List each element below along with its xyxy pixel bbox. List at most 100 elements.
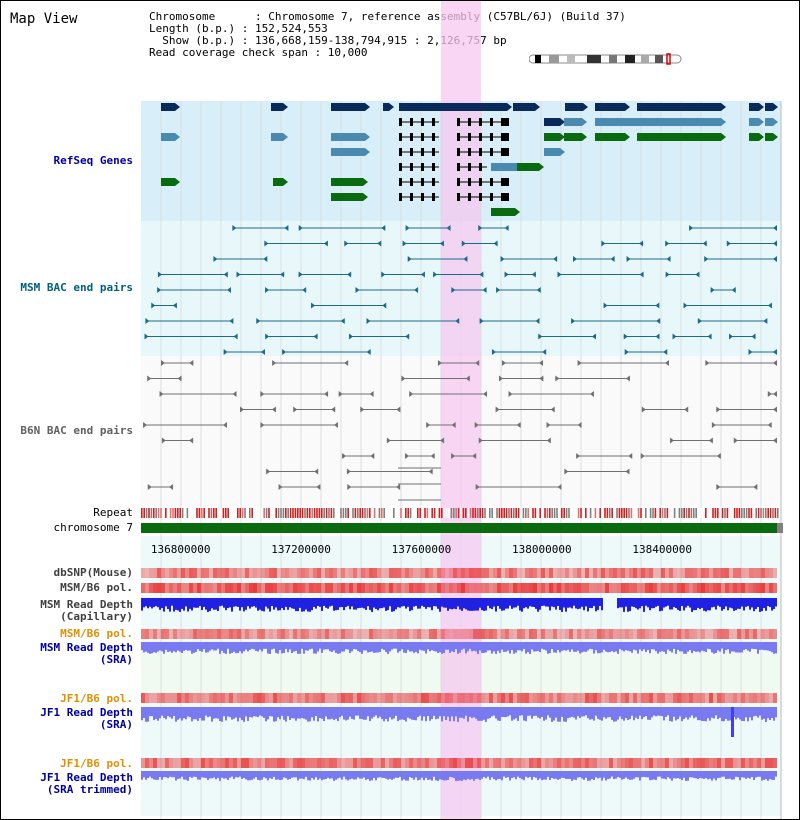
polymorphism-cell [269,758,273,768]
depth-bar [323,771,325,780]
bac-end-marker [260,349,265,355]
refseq-gene [765,118,773,126]
polymorphism-cell [373,629,377,639]
polymorphism-cell [721,583,725,593]
depth-bar [471,642,473,652]
depth-bar [595,707,597,716]
depth-bar [165,771,167,778]
depth-bar [569,598,571,608]
depth-bar [761,598,763,612]
polymorphism-cell [161,758,165,768]
depth-bar [379,707,381,717]
depth-bar [219,598,221,607]
polymorphism-cell [605,629,609,639]
depth-bar [187,642,189,651]
polymorphism-cell [253,568,257,578]
depth-bar [371,642,373,652]
refseq-gene [544,133,560,141]
polymorphism-cell [609,629,613,639]
polymorphism-cell [709,629,713,639]
polymorphism-cell [285,568,289,578]
depth-bar [541,598,543,607]
chromosome-ideogram[interactable] [529,53,689,67]
depth-bar [233,771,235,780]
depth-bar [527,642,529,653]
depth-bar [711,771,713,781]
repeat-mark [666,508,669,518]
depth-bar [519,642,521,651]
track-label-repeat: Repeat [93,506,133,519]
polymorphism-cell [425,583,429,593]
depth-bar [609,771,611,779]
polymorphism-cell [541,693,545,703]
depth-bar [473,642,475,651]
bac-end-marker [773,240,777,247]
depth-bar [245,598,247,610]
depth-bar [255,771,257,778]
polymorphism-cell [689,568,693,578]
depth-bar [715,707,717,716]
bac-end-marker [555,375,560,382]
depth-bar [309,642,311,650]
depth-bar [739,707,741,720]
polymorphism-cell [665,568,669,578]
depth-bar [477,598,479,611]
depth-bar [717,642,719,651]
repeat-mark [201,508,203,518]
polymorphism-cell [553,583,557,593]
depth-bar [285,642,287,649]
gene-exon [399,133,402,141]
polymorphism-cell [421,583,425,593]
repeat-mark [755,508,757,518]
depth-bar [589,598,591,608]
polymorphism-cell [421,568,425,578]
depth-bar [707,598,709,611]
polymorphism-cell [645,629,649,639]
repeat-mark [462,508,465,518]
polymorphism-cell [457,629,461,639]
polymorphism-cell [737,583,741,593]
polymorphism-cell [757,568,761,578]
bac-end-marker [557,271,562,278]
depth-bar [505,707,507,718]
depth-bar [683,707,685,720]
polymorphism-cell [445,758,449,768]
gene-exon [468,118,471,126]
depth-bar [363,707,365,720]
repeat-mark [258,508,261,518]
depth-bar [567,598,569,608]
polymorphism-cell [657,758,661,768]
depth-bar [577,771,579,778]
repeat-mark [328,508,330,518]
depth-bar [447,707,449,717]
repeat-mark [249,508,251,518]
depth-bar [623,642,625,652]
depth-bar [377,642,379,653]
polymorphism-cell [773,758,777,768]
depth-bar [171,642,173,653]
depth-bar [339,642,341,654]
polymorphism-cell [381,758,385,768]
depth-bar [657,771,659,777]
polymorphism-cell [685,758,689,768]
polymorphism-cell [349,568,353,578]
polymorphism-cell [549,693,553,703]
depth-bar [211,707,213,722]
depth-bar [193,598,195,608]
polymorphism-cell [441,758,445,768]
polymorphism-cell [337,568,341,578]
polymorphism-cell [317,629,321,639]
depth-bar [621,707,623,720]
depth-bar [437,598,439,609]
polymorphism-cell [441,568,445,578]
bac-end-marker [223,271,228,278]
gene-exon [490,133,493,141]
depth-bar [541,707,543,717]
repeat-mark [688,508,690,518]
gene-exon [410,118,413,126]
depth-bar [717,707,719,720]
polymorphism-cell [437,568,441,578]
polymorphism-cell [725,629,729,639]
depth-bar [247,771,249,781]
